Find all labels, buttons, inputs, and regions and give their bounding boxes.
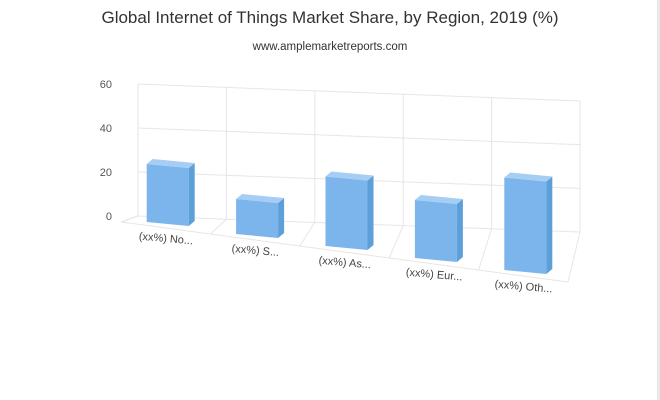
chart-subtitle: www.amplemarketreports.com bbox=[252, 41, 408, 53]
gridline-60 bbox=[137, 83, 581, 102]
floor-front-edge bbox=[120, 221, 569, 283]
x-category-label: (xx%) No... bbox=[138, 231, 193, 248]
bar-front bbox=[146, 164, 189, 226]
bar-2 bbox=[236, 194, 285, 238]
bar-top bbox=[504, 172, 553, 182]
scrollbar-edge bbox=[657, 0, 660, 400]
bar-top bbox=[236, 194, 285, 203]
x-category-label: (xx%) Oth... bbox=[494, 279, 553, 296]
bar-side bbox=[188, 163, 195, 226]
bar-side bbox=[546, 176, 553, 274]
bar-front bbox=[504, 177, 547, 274]
bar-front bbox=[414, 200, 457, 262]
bar-3 bbox=[325, 171, 374, 250]
floor-gridline bbox=[478, 228, 493, 271]
y-tick-label: 0 bbox=[106, 211, 112, 223]
floor-gridline bbox=[388, 225, 404, 259]
bar-top bbox=[414, 195, 463, 204]
bar-top bbox=[325, 171, 374, 181]
bar-5 bbox=[504, 172, 553, 274]
bar-top bbox=[146, 159, 195, 168]
bar-1 bbox=[146, 159, 195, 226]
floor-gridline bbox=[120, 215, 139, 223]
y-tick-label: 60 bbox=[100, 79, 112, 91]
bar-4 bbox=[414, 195, 463, 262]
bar-side bbox=[456, 199, 463, 262]
bar-side bbox=[367, 175, 374, 250]
bar-front bbox=[325, 176, 368, 250]
x-category-label: (xx%) S... bbox=[231, 243, 280, 259]
gridline-40 bbox=[137, 127, 581, 146]
floor-gridline bbox=[567, 231, 581, 283]
chart-title: Global Internet of Things Market Share, … bbox=[101, 8, 559, 27]
y-tick-label: 20 bbox=[100, 167, 112, 179]
x-category-label: (xx%) As... bbox=[318, 255, 371, 272]
y-tick-label: 40 bbox=[100, 123, 112, 135]
x-category-label: (xx%) Eur... bbox=[405, 267, 463, 284]
bar-side bbox=[278, 198, 285, 238]
floor-gridline bbox=[210, 218, 227, 235]
floor-gridline bbox=[299, 222, 316, 247]
bar-front bbox=[236, 199, 279, 238]
